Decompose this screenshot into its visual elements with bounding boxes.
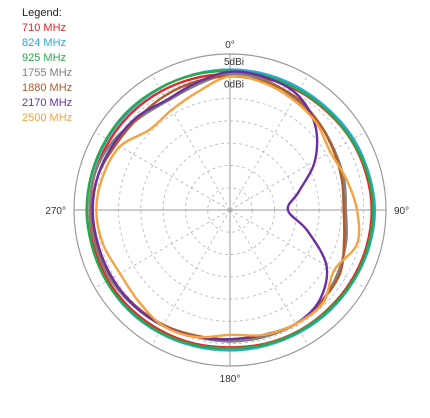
series-line-2500-mhz (95, 74, 361, 339)
polar-grid (73, 53, 387, 367)
angle-label-0: 0° (225, 40, 235, 51)
legend-item-1755-mhz: 1755 MHz (22, 67, 73, 79)
grid-spoke (229, 209, 366, 289)
grid-spoke (151, 74, 231, 211)
series-line-2170-mhz (91, 70, 329, 341)
legend-items: 710 MHz 824 MHz 925 MHz 1755 MHz 1880 MHz 217… (22, 21, 72, 126)
grid-spoke (229, 131, 366, 211)
grid-spoke (151, 209, 231, 346)
angle-label-90: 90° (394, 206, 409, 217)
legend-title: Legend: (22, 7, 62, 19)
angle-label-180: 180° (220, 374, 241, 385)
grid-spoke (94, 131, 231, 211)
grid-spoke (229, 209, 309, 346)
series-lines (85, 68, 377, 352)
axis-labels: 0° 90° 180° 270° 5dBi 0dBi (45, 40, 409, 385)
legend: Legend: 710 MHz 824 MHz 925 MHz 1755 MHz 188… (22, 6, 72, 126)
legend-item-2500-mhz: 2500 MHz (22, 112, 73, 124)
grid-spoke (229, 74, 309, 211)
angle-label-270: 270° (45, 206, 66, 217)
ring-label-0: 0dBi (224, 79, 244, 90)
legend-item-824-mhz: 824 MHz (22, 37, 67, 49)
series-line-925-mhz (85, 69, 375, 350)
legend-item-925-mhz: 925 MHz (22, 52, 67, 64)
ring-label-5: 5dBi (224, 57, 244, 68)
grid-spoke (94, 209, 231, 289)
legend-item-2170-mhz: 2170 MHz (22, 97, 73, 109)
legend-item-710-mhz: 710 MHz (22, 22, 67, 34)
legend-item-1880-mhz: 1880 MHz (22, 82, 73, 94)
